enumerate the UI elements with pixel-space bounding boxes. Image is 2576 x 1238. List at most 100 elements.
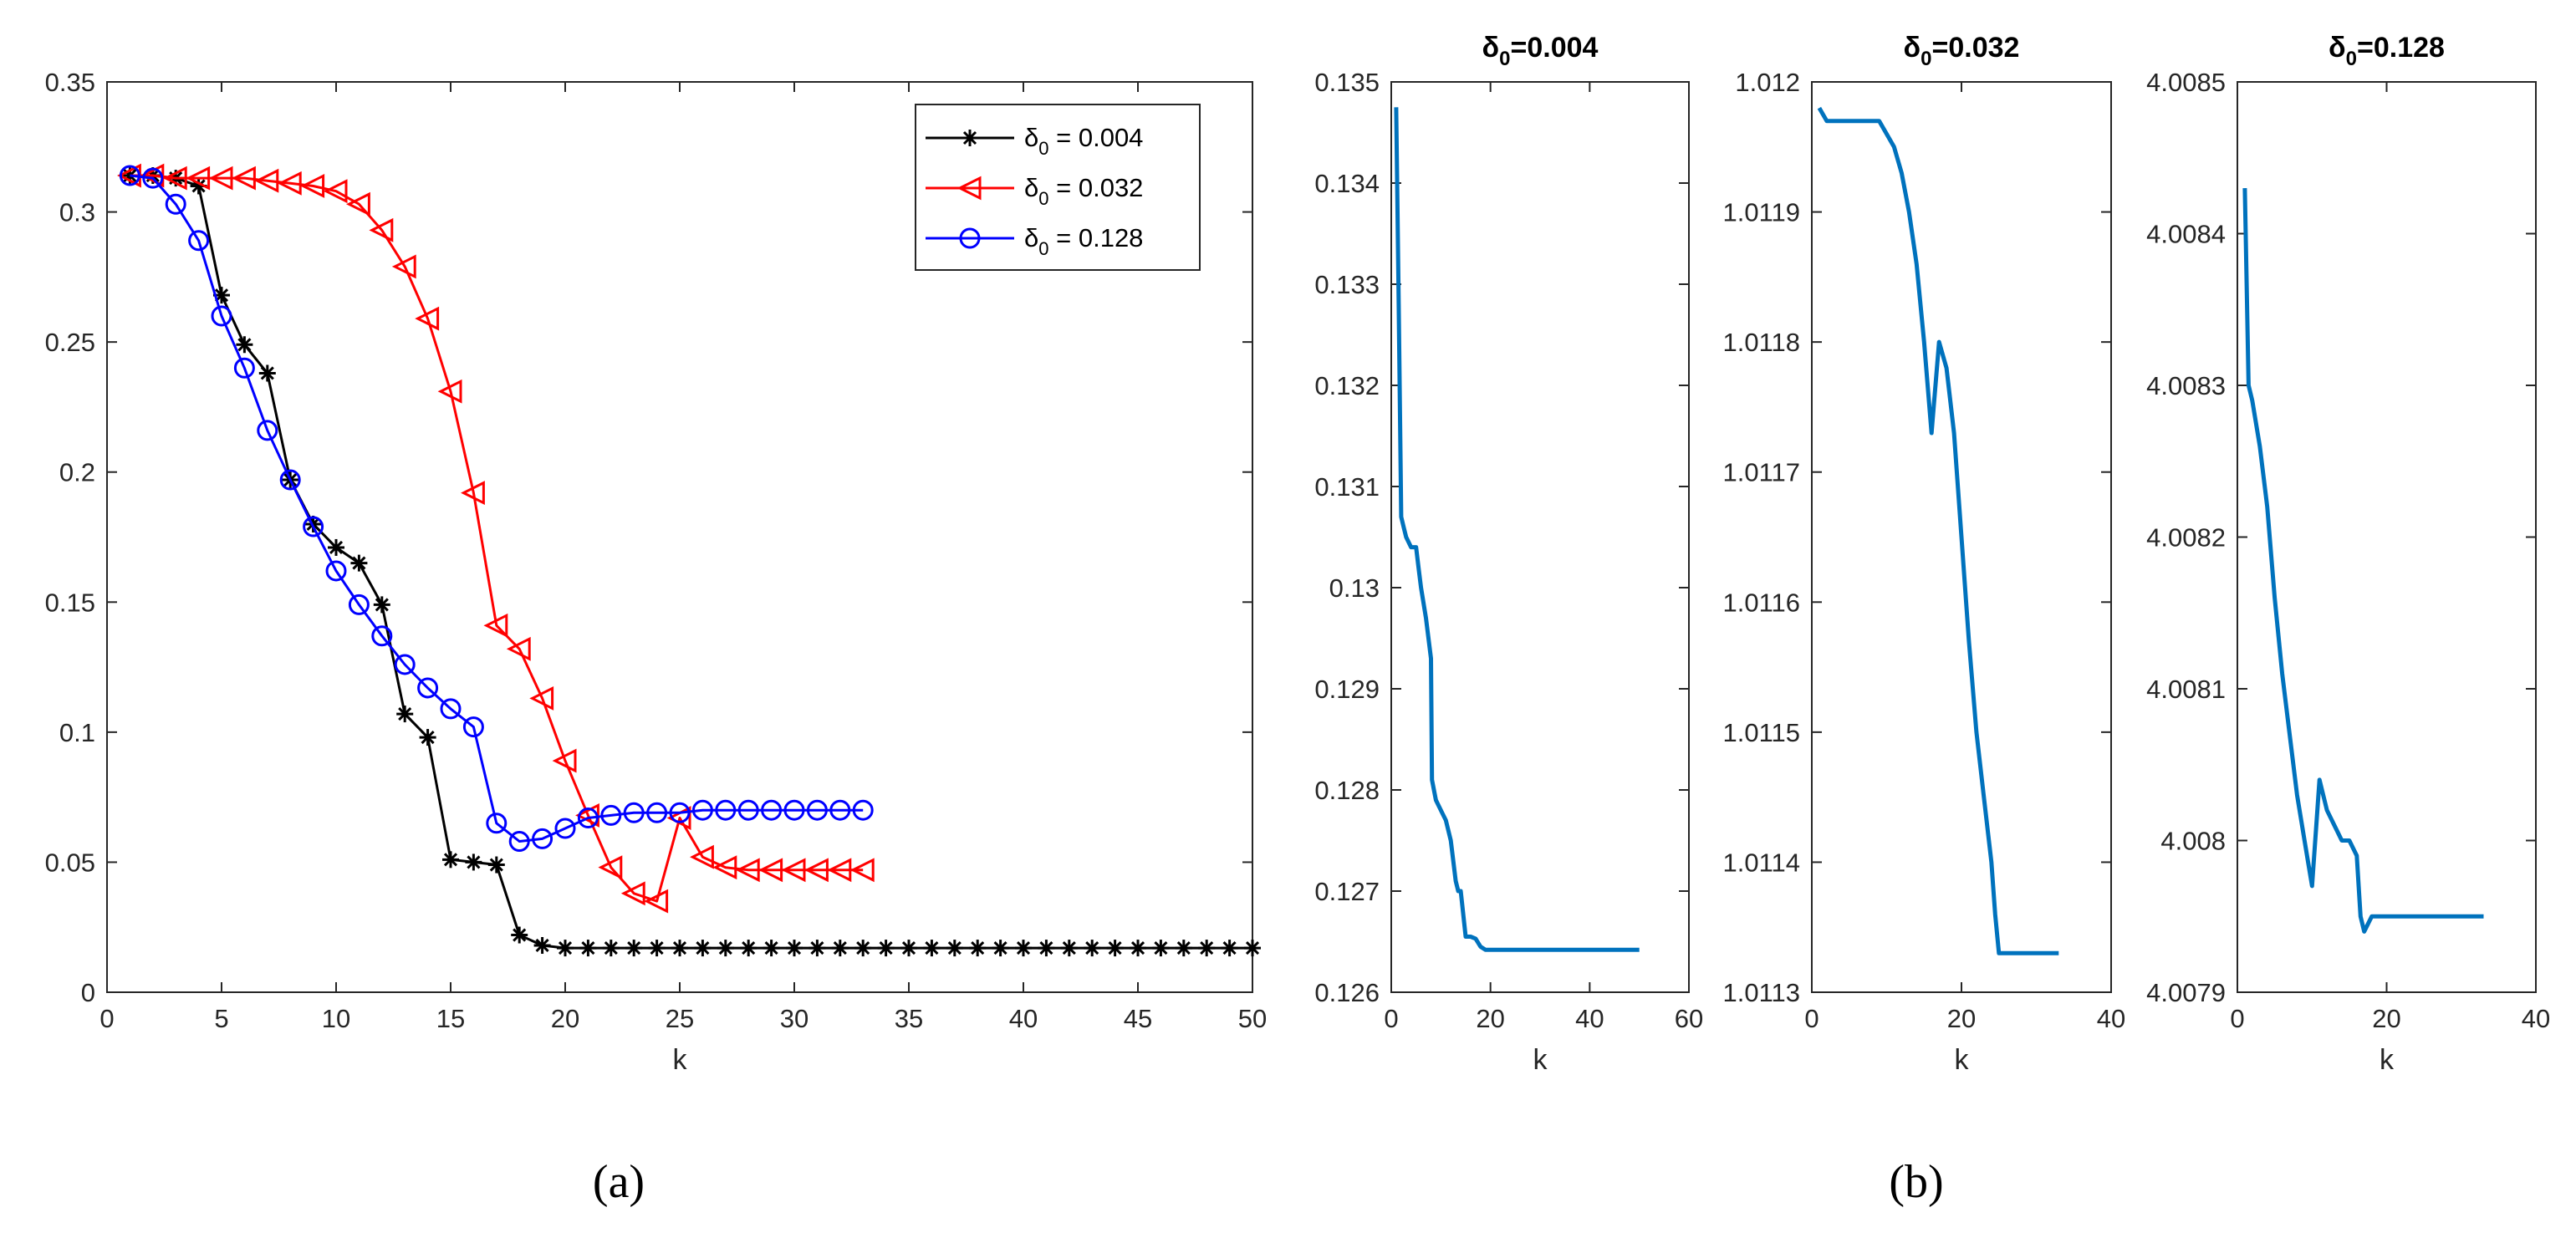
legend-entry: δ0 = 0.004 — [926, 123, 1143, 159]
x-tick-label: 60 — [1675, 1004, 1703, 1033]
data-point-circle — [852, 799, 874, 821]
data-point-asterisk — [1084, 940, 1101, 957]
y-tick-label: 0.135 — [1314, 68, 1380, 97]
legend: δ0 = 0.004 δ0 = 0.032 δ0 = 0.128 — [915, 104, 1201, 271]
data-point-triangle — [186, 166, 211, 191]
series-line — [1394, 107, 1640, 952]
data-point-asterisk — [373, 596, 390, 614]
y-tick-label: 1.0119 — [1722, 198, 1800, 227]
data-point-triangle — [644, 889, 669, 914]
x-tick-label: 0 — [99, 1004, 114, 1033]
data-point-asterisk — [1060, 940, 1078, 957]
data-point-asterisk — [396, 706, 414, 723]
y-tick-label: 0 — [81, 978, 95, 1007]
data-point-triangle — [323, 179, 348, 204]
y-tick-label: 0.126 — [1314, 978, 1380, 1007]
data-point-asterisk — [258, 364, 276, 382]
x-axis-label: k — [1533, 1044, 1548, 1076]
data-point-asterisk — [877, 940, 895, 957]
data-point-asterisk — [533, 936, 551, 954]
data-point-asterisk — [1244, 940, 1261, 957]
data-point-asterisk — [236, 336, 253, 354]
data-point-circle — [279, 469, 301, 491]
data-point-circle — [165, 193, 186, 215]
data-point-triangle — [804, 858, 829, 883]
data-point-triangle — [781, 858, 806, 883]
data-point-asterisk — [763, 940, 780, 957]
data-point-asterisk — [1198, 940, 1216, 957]
data-point-circle — [691, 799, 713, 821]
y-tick-label: 0.132 — [1314, 371, 1380, 400]
data-point-triangle — [254, 168, 279, 193]
panel-b-label: (b) — [1889, 1156, 1943, 1208]
data-point-circle — [669, 802, 691, 823]
data-point-asterisk — [831, 940, 849, 957]
y-tick-label: 1.012 — [1735, 68, 1800, 97]
data-point-circle — [417, 677, 439, 699]
y-tick-label: 1.0117 — [1722, 458, 1800, 487]
y-tick-label: 0.127 — [1314, 877, 1380, 906]
data-point-triangle — [162, 166, 187, 191]
data-point-asterisk — [1152, 940, 1170, 957]
data-point-asterisk — [442, 851, 459, 869]
data-point-circle — [462, 716, 484, 738]
data-point-circle — [348, 594, 370, 615]
data-point-circle — [142, 167, 164, 189]
x-tick-label: 45 — [1124, 1004, 1152, 1033]
x-tick-label: 40 — [2522, 1004, 2550, 1033]
y-tick-label: 0.129 — [1314, 675, 1380, 704]
y-tick-label: 0.128 — [1314, 776, 1380, 805]
data-point-circle — [783, 799, 805, 821]
data-point-circle — [394, 654, 416, 675]
series-1 — [1817, 106, 2059, 955]
data-point-asterisk — [962, 130, 978, 146]
y-tick-label: 4.0083 — [2146, 371, 2226, 400]
data-point-asterisk — [786, 940, 803, 957]
y-tick-label: 4.0079 — [2146, 978, 2226, 1007]
data-point-triangle — [277, 171, 302, 196]
data-point-circle — [508, 831, 530, 853]
panel-title: δ0=0.004 — [1482, 32, 1599, 70]
x-tick-label: 40 — [1009, 1004, 1038, 1033]
data-point-triangle — [483, 613, 508, 638]
y-tick-label: 4.008 — [2160, 827, 2226, 856]
data-point-triangle — [529, 685, 554, 711]
y-tick-label: 0.15 — [45, 588, 95, 617]
series-1 — [1394, 107, 1640, 952]
x-tick-label: 20 — [2372, 1004, 2400, 1033]
data-point-asterisk — [1175, 940, 1192, 957]
data-point-asterisk — [419, 729, 436, 746]
x-tick-label: 25 — [666, 1004, 694, 1033]
data-point-circle — [806, 799, 828, 821]
legend-label: δ0 = 0.004 — [1024, 123, 1143, 159]
data-point-asterisk — [1106, 940, 1124, 957]
data-point-circle — [761, 799, 783, 821]
y-tick-label: 0.25 — [45, 328, 95, 357]
legend-entry: δ0 = 0.032 — [926, 173, 1143, 209]
data-point-circle — [646, 802, 668, 823]
series-1 — [2242, 188, 2484, 934]
data-point-asterisk — [625, 940, 643, 957]
plot-area-frame — [2237, 81, 2537, 993]
y-tick-label: 4.0082 — [2146, 523, 2226, 553]
panel-b1-plot: 0 20 40 60 0.126 0.127 0.128 0.129 0.13 0.131 0.13… — [1314, 32, 1703, 1076]
y-tick-label: 0.13 — [1329, 573, 1380, 603]
data-point-circle — [554, 818, 576, 839]
panel-b3-plot: 0 20 40 4.0079 4.008 4.0081 4.0082 4.0083 4.0084… — [2146, 32, 2550, 1076]
x-tick-label: 5 — [214, 1004, 228, 1033]
y-tick-label: 0.05 — [45, 848, 95, 877]
x-tick-label: 10 — [322, 1004, 350, 1033]
data-point-triangle — [849, 858, 875, 883]
data-point-asterisk — [717, 940, 734, 957]
x-tick-label: 20 — [1476, 1004, 1504, 1033]
y-tick-label: 1.0114 — [1722, 848, 1800, 877]
data-point-triangle — [690, 844, 714, 869]
panel-title: δ0=0.032 — [1904, 32, 2020, 70]
data-point-triangle — [391, 254, 416, 279]
data-point-asterisk — [740, 940, 757, 957]
series-1 — [121, 167, 1261, 957]
data-point-circle — [188, 230, 210, 252]
data-point-circle — [211, 305, 232, 327]
x-tick-label: 20 — [1947, 1004, 1976, 1033]
data-point-triangle — [735, 858, 760, 883]
